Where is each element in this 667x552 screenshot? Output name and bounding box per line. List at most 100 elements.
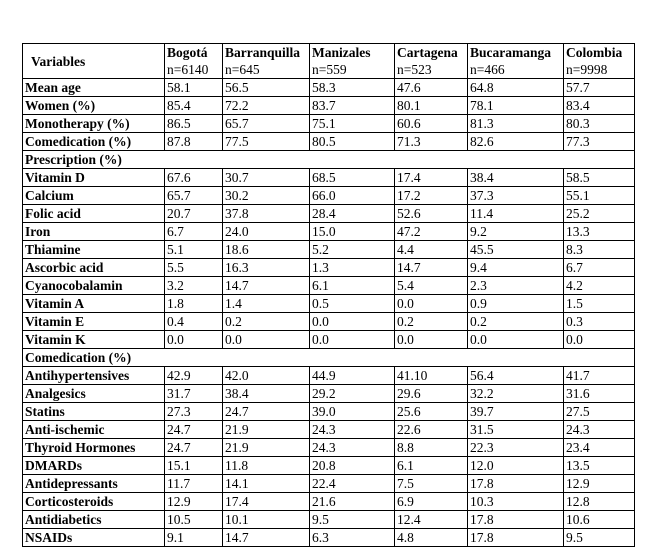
cell-value: 4.2 bbox=[563, 276, 635, 295]
section-row: Comedication (%) bbox=[22, 348, 635, 367]
cell-value: 66.0 bbox=[309, 186, 395, 205]
cell-value: 10.3 bbox=[467, 492, 564, 511]
cell-value: 24.0 bbox=[222, 222, 310, 241]
cell-value: 30.2 bbox=[222, 186, 310, 205]
cell-value: 0.0 bbox=[394, 330, 468, 349]
cell-value: 24.7 bbox=[164, 420, 223, 439]
cell-value: 0.9 bbox=[467, 294, 564, 313]
cell-value: 27.5 bbox=[563, 402, 635, 421]
cell-value: 41.10 bbox=[394, 366, 468, 385]
data-row: Analgesics 31.7 38.4 29.2 29.6 32.2 31.6 bbox=[22, 384, 635, 403]
cell-value: 17.4 bbox=[394, 168, 468, 187]
row-label: DMARDs bbox=[22, 456, 165, 475]
cell-value: 0.0 bbox=[394, 294, 468, 313]
cell-value: 1.4 bbox=[222, 294, 310, 313]
cell-value: 32.2 bbox=[467, 384, 564, 403]
cell-value: 20.7 bbox=[164, 204, 223, 223]
cell-value: 80.3 bbox=[563, 114, 635, 133]
data-row: Antidepressants 11.7 14.1 22.4 7.5 17.8 12.9 bbox=[22, 474, 635, 493]
cell-value: 0.0 bbox=[467, 330, 564, 349]
cell-value: 0.5 bbox=[309, 294, 395, 313]
data-row: Thiamine 5.1 18.6 5.2 4.4 45.5 8.3 bbox=[22, 240, 635, 259]
cell-value: 47.6 bbox=[394, 78, 468, 97]
cell-value: 14.7 bbox=[222, 528, 310, 547]
data-row: Cyanocobalamin 3.2 14.7 6.1 5.4 2.3 4.2 bbox=[22, 276, 635, 295]
cell-value: 16.3 bbox=[222, 258, 310, 277]
cell-value: 0.2 bbox=[467, 312, 564, 331]
cell-value: 38.4 bbox=[222, 384, 310, 403]
cell-value: 0.3 bbox=[563, 312, 635, 331]
header-row: Variables Bogotá Barranquilla Manizales Cart… bbox=[22, 43, 635, 79]
cell-value: 47.2 bbox=[394, 222, 468, 241]
row-label: Folic acid bbox=[22, 204, 165, 223]
cell-value: 77.3 bbox=[563, 132, 635, 151]
cell-value: 11.8 bbox=[222, 456, 310, 475]
row-label: Anti-ischemic bbox=[22, 420, 165, 439]
cell-value: 12.9 bbox=[164, 492, 223, 511]
cell-value: 22.6 bbox=[394, 420, 468, 439]
column-header: Manizales bbox=[309, 43, 395, 61]
cell-value: 8.3 bbox=[563, 240, 635, 259]
data-row: NSAIDs 9.1 14.7 6.3 4.8 17.8 9.5 bbox=[22, 528, 635, 547]
cell-value: 3.2 bbox=[164, 276, 223, 295]
data-row: Calcium 65.7 30.2 66.0 17.2 37.3 55.1 bbox=[22, 186, 635, 205]
cell-value: 24.7 bbox=[222, 402, 310, 421]
cell-value: 30.7 bbox=[222, 168, 310, 187]
section-label: Comedication (%) bbox=[22, 348, 635, 367]
cell-value: 12.9 bbox=[563, 474, 635, 493]
data-row: Anti-ischemic 24.7 21.9 24.3 22.6 31.5 24.3 bbox=[22, 420, 635, 439]
cell-value: 39.7 bbox=[467, 402, 564, 421]
table-body: Variables Bogotá Barranquilla Manizales Cart… bbox=[22, 43, 635, 547]
cell-value: 31.7 bbox=[164, 384, 223, 403]
cell-value: 5.2 bbox=[309, 240, 395, 259]
cell-value: 86.5 bbox=[164, 114, 223, 133]
cell-value: 5.1 bbox=[164, 240, 223, 259]
cell-value: 17.8 bbox=[467, 474, 564, 493]
cell-value: 80.5 bbox=[309, 132, 395, 151]
data-row: DMARDs 15.1 11.8 20.8 6.1 12.0 13.5 bbox=[22, 456, 635, 475]
cell-value: 29.2 bbox=[309, 384, 395, 403]
cell-value: 58.3 bbox=[309, 78, 395, 97]
column-header: Colombia bbox=[563, 43, 635, 61]
cell-value: 6.3 bbox=[309, 528, 395, 547]
cell-value: 44.9 bbox=[309, 366, 395, 385]
cell-value: 24.3 bbox=[563, 420, 635, 439]
cell-value: 2.3 bbox=[467, 276, 564, 295]
column-header: Bogotá bbox=[164, 43, 223, 61]
column-header: Bucaramanga bbox=[467, 43, 564, 61]
cell-value: 78.1 bbox=[467, 96, 564, 115]
cell-value: 12.8 bbox=[563, 492, 635, 511]
cell-value: 4.4 bbox=[394, 240, 468, 259]
row-label: Antidiabetics bbox=[22, 510, 165, 529]
data-row: Vitamin K 0.0 0.0 0.0 0.0 0.0 0.0 bbox=[22, 330, 635, 349]
table-container: Variables Bogotá Barranquilla Manizales Cart… bbox=[22, 43, 635, 547]
row-label: Corticosteroids bbox=[22, 492, 165, 511]
cell-value: 21.9 bbox=[222, 438, 310, 457]
cell-value: 1.8 bbox=[164, 294, 223, 313]
cell-value: 56.5 bbox=[222, 78, 310, 97]
row-label: Antihypertensives bbox=[22, 366, 165, 385]
cell-value: 15.0 bbox=[309, 222, 395, 241]
cell-value: 64.8 bbox=[467, 78, 564, 97]
cell-value: 25.6 bbox=[394, 402, 468, 421]
cell-value: 10.1 bbox=[222, 510, 310, 529]
section-label: Prescription (%) bbox=[22, 150, 635, 169]
row-label: Monotherapy (%) bbox=[22, 114, 165, 133]
cell-value: 17.8 bbox=[467, 510, 564, 529]
cell-value: 17.8 bbox=[467, 528, 564, 547]
cell-value: 6.1 bbox=[394, 456, 468, 475]
cell-value: 29.6 bbox=[394, 384, 468, 403]
data-row: Mean age 58.1 56.5 58.3 47.6 64.8 57.7 bbox=[22, 78, 635, 97]
cell-value: 37.3 bbox=[467, 186, 564, 205]
cell-value: 0.2 bbox=[222, 312, 310, 331]
cell-value: 21.9 bbox=[222, 420, 310, 439]
cell-value: 17.2 bbox=[394, 186, 468, 205]
cell-value: 58.5 bbox=[563, 168, 635, 187]
cell-value: 38.4 bbox=[467, 168, 564, 187]
data-table: Variables Bogotá Barranquilla Manizales Cart… bbox=[22, 43, 635, 547]
cell-value: 81.3 bbox=[467, 114, 564, 133]
cell-value: 65.7 bbox=[164, 186, 223, 205]
sample-size: n=6140 bbox=[164, 61, 223, 79]
sample-size: n=466 bbox=[467, 61, 564, 79]
cell-value: 6.9 bbox=[394, 492, 468, 511]
